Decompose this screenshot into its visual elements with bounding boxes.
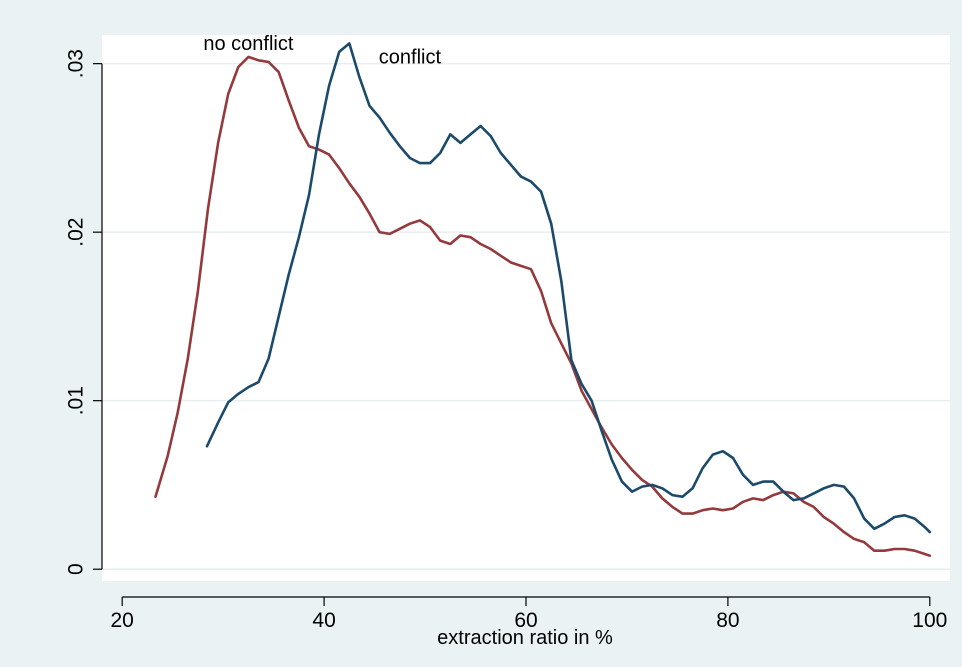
series-labels: no conflict conflict [203,33,441,68]
series-label-conflict: conflict [379,47,442,69]
y-tick-label-0: 0 [64,563,87,575]
series-line-no-conflict [154,55,932,558]
y-tick-label-3: .03 [64,49,87,78]
axes: 0 .01 .02 .03 20 40 60 80 100 [64,49,947,632]
series-line-conflict [205,42,932,534]
x-tick-label-4: 100 [912,609,947,632]
x-tick-label-1: 40 [312,609,335,632]
series-lines [154,42,932,558]
x-tick-label-0: 20 [111,609,134,632]
y-tick-label-2: .02 [64,218,87,247]
x-tick-label-2: 60 [514,609,537,632]
series-label-no-conflict: no conflict [203,33,293,55]
plot-area [102,35,950,581]
x-axis-title: extraction ratio in % [437,627,613,649]
y-tick-label-1: .01 [64,386,87,415]
x-tick-label-3: 80 [716,609,739,632]
